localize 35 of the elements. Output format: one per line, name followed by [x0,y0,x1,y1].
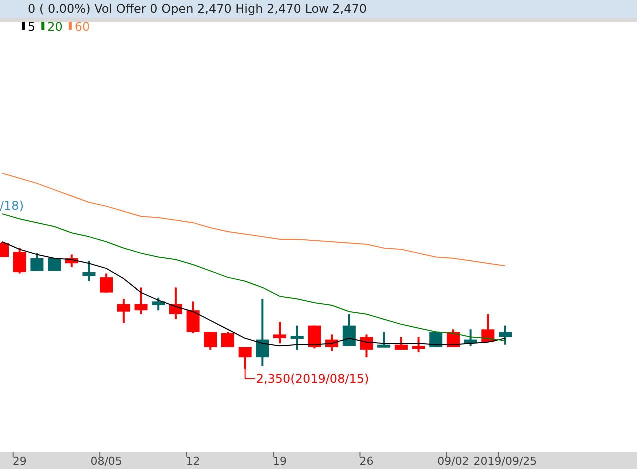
x-tick-label: 26 [360,455,374,468]
candlestick [394,336,408,351]
candlestick [290,324,304,351]
candlestick [498,324,512,346]
candlestick [169,286,182,320]
legend-label: 20 [48,20,63,34]
x-tick-label: 08/05 [90,455,122,468]
legend-label: 5 [28,20,36,34]
candlestick [134,286,148,316]
x-tick-label: 29 [12,455,27,468]
x-tick-label: 19 [273,455,288,468]
candlestick [186,300,200,334]
x-tick-label: 12 [186,455,200,468]
candlestick [378,331,391,348]
candlestick [238,346,252,370]
candlestick [82,260,96,282]
text: /18) [0,199,24,213]
legend-label: 60 [74,20,90,34]
candlestick [100,272,114,294]
candlestick [152,296,166,312]
candlestick [274,321,287,345]
candlestick [308,324,322,350]
candlestick [360,334,374,359]
candlestick [412,336,426,354]
x-tick-label: 09/02 [438,455,470,468]
x-tick-label: 2019/09/25 [474,455,538,468]
candlestick [204,331,218,351]
candlestick [117,298,130,324]
candlestick [221,331,234,348]
candlestick [256,298,270,368]
text: 2,350(2019/08/15) [256,372,370,386]
chart-title: 0 ( 0.00%) Vol Offer 0 Open 2,470 High 2,470 Low 2,470 [28,2,368,16]
candlestick [30,252,44,272]
candlestick [342,313,356,348]
candlestick [13,247,26,275]
